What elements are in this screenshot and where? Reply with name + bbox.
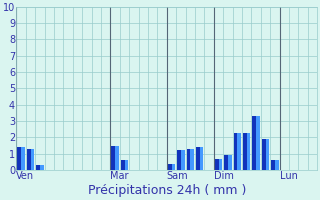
Bar (252, 116, 256, 170)
Bar (247, 133, 251, 170)
Bar (27, 149, 30, 170)
Bar (187, 149, 190, 170)
Bar (36, 165, 40, 170)
Bar (196, 147, 200, 170)
Bar (30, 149, 34, 170)
X-axis label: Précipitations 24h ( mm ): Précipitations 24h ( mm ) (88, 184, 246, 197)
Bar (121, 160, 124, 170)
Bar (124, 160, 128, 170)
Bar (200, 147, 204, 170)
Bar (17, 147, 21, 170)
Bar (190, 149, 194, 170)
Bar (256, 116, 260, 170)
Bar (168, 164, 172, 170)
Bar (40, 165, 44, 170)
Bar (224, 155, 228, 170)
Bar (21, 147, 25, 170)
Bar (275, 160, 279, 170)
Bar (237, 133, 241, 170)
Bar (172, 164, 175, 170)
Bar (243, 133, 247, 170)
Bar (234, 133, 237, 170)
Bar (215, 159, 219, 170)
Bar (219, 159, 222, 170)
Bar (271, 160, 275, 170)
Bar (262, 139, 266, 170)
Bar (115, 146, 119, 170)
Bar (111, 146, 115, 170)
Bar (177, 150, 181, 170)
Bar (228, 155, 232, 170)
Bar (181, 150, 185, 170)
Bar (266, 139, 269, 170)
